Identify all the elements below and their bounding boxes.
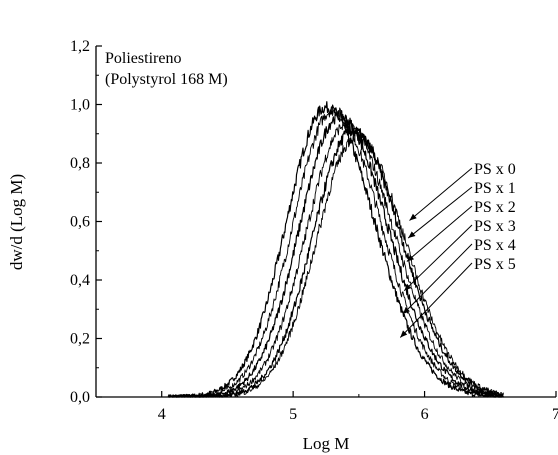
series-label: PS x 3 [474,218,516,235]
series-line [168,119,504,398]
series-line [167,101,504,398]
callout-arrow [402,243,473,315]
callout-arrow [406,205,473,262]
y-tick-label: 1,0 [70,97,90,114]
y-tick-label: 0,2 [70,331,90,348]
series-line [167,126,504,398]
x-tick-label: 5 [289,406,297,423]
annotation-line-1: Poliestireno [105,50,181,67]
y-ticks: 0,0 0,2 0,4 0,6 0,8 1,0 1,2 [70,38,102,406]
series-label: PS x 1 [474,180,516,197]
y-tick-label: 0,4 [70,272,90,289]
x-tick-label: 4 [158,406,166,423]
y-tick-label: 0,0 [70,389,90,406]
callout-arrow [409,167,473,221]
annotation-line-2: (Polystyrol 168 M) [105,71,228,88]
series-line [167,110,504,398]
callout-arrow [399,262,473,338]
x-tick-label: 7 [552,406,558,423]
series-lines [167,101,504,398]
y-tick-label: 0,6 [70,214,90,231]
series-label: PS x 4 [474,237,516,254]
y-tick-label: 1,2 [70,38,90,55]
series-label: PS x 2 [474,199,516,216]
callout-arrow [403,224,473,292]
y-tick-label: 0,8 [70,155,90,172]
x-tick-label: 6 [421,406,429,423]
series-label: PS x 0 [474,161,516,178]
legend-callouts: PS x 0 PS x 1 PS x 2 PS x 3 PS x 4 PS x 5 [399,161,516,338]
series-line [167,131,504,398]
callout-arrow [407,186,473,239]
y-axis-label: dw/d (Log M) [7,174,26,270]
series-label: PS x 5 [474,256,516,273]
series-line [167,106,504,398]
x-axis-label: Log M [303,434,350,453]
